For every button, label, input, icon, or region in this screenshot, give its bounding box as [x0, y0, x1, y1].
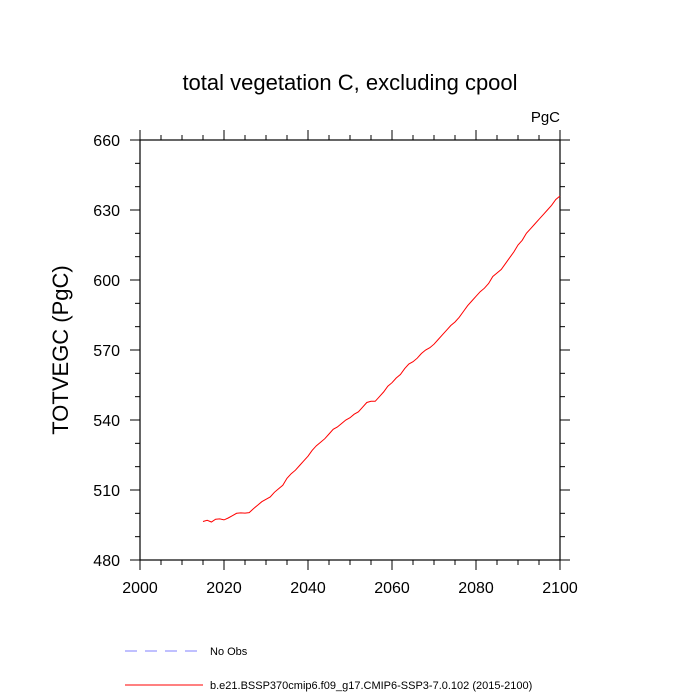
y-tick-label: 660: [93, 133, 120, 150]
plot-frame: [139, 139, 561, 561]
chart-title: total vegetation C, excluding cpool: [182, 70, 517, 95]
legend: No Obs b.e21.BSSP370cmip6.f09_g17.CMIP6-S…: [125, 646, 532, 692]
x-tick-label: 2020: [206, 580, 242, 597]
y-tick-label: 600: [93, 273, 120, 290]
x-tick-label: 2060: [374, 580, 410, 597]
tick-labels: 2000 2020 2040 2060 2080 2100 480 510 540 570 600 6…: [93, 133, 578, 597]
y-tick-label: 630: [93, 203, 120, 220]
series-line: [202, 195, 561, 523]
y-tick-label: 540: [93, 413, 120, 430]
x-tick-label: 2080: [458, 580, 494, 597]
units-label: PgC: [531, 109, 560, 126]
y-tick-label: 480: [93, 553, 120, 570]
axis-ticks: [130, 130, 570, 570]
x-tick-label: 2000: [122, 580, 158, 597]
y-tick-label: 510: [93, 483, 120, 500]
series-layer: [202, 195, 561, 523]
y-axis-label: TOTVEGC (PgC): [48, 265, 73, 435]
x-tick-label: 2040: [290, 580, 326, 597]
x-tick-label: 2100: [542, 580, 578, 597]
legend-label: No Obs: [210, 646, 248, 658]
legend-label: b.e21.BSSP370cmip6.f09_g17.CMIP6-SSP3-7.…: [210, 680, 532, 692]
y-tick-label: 570: [93, 343, 120, 360]
